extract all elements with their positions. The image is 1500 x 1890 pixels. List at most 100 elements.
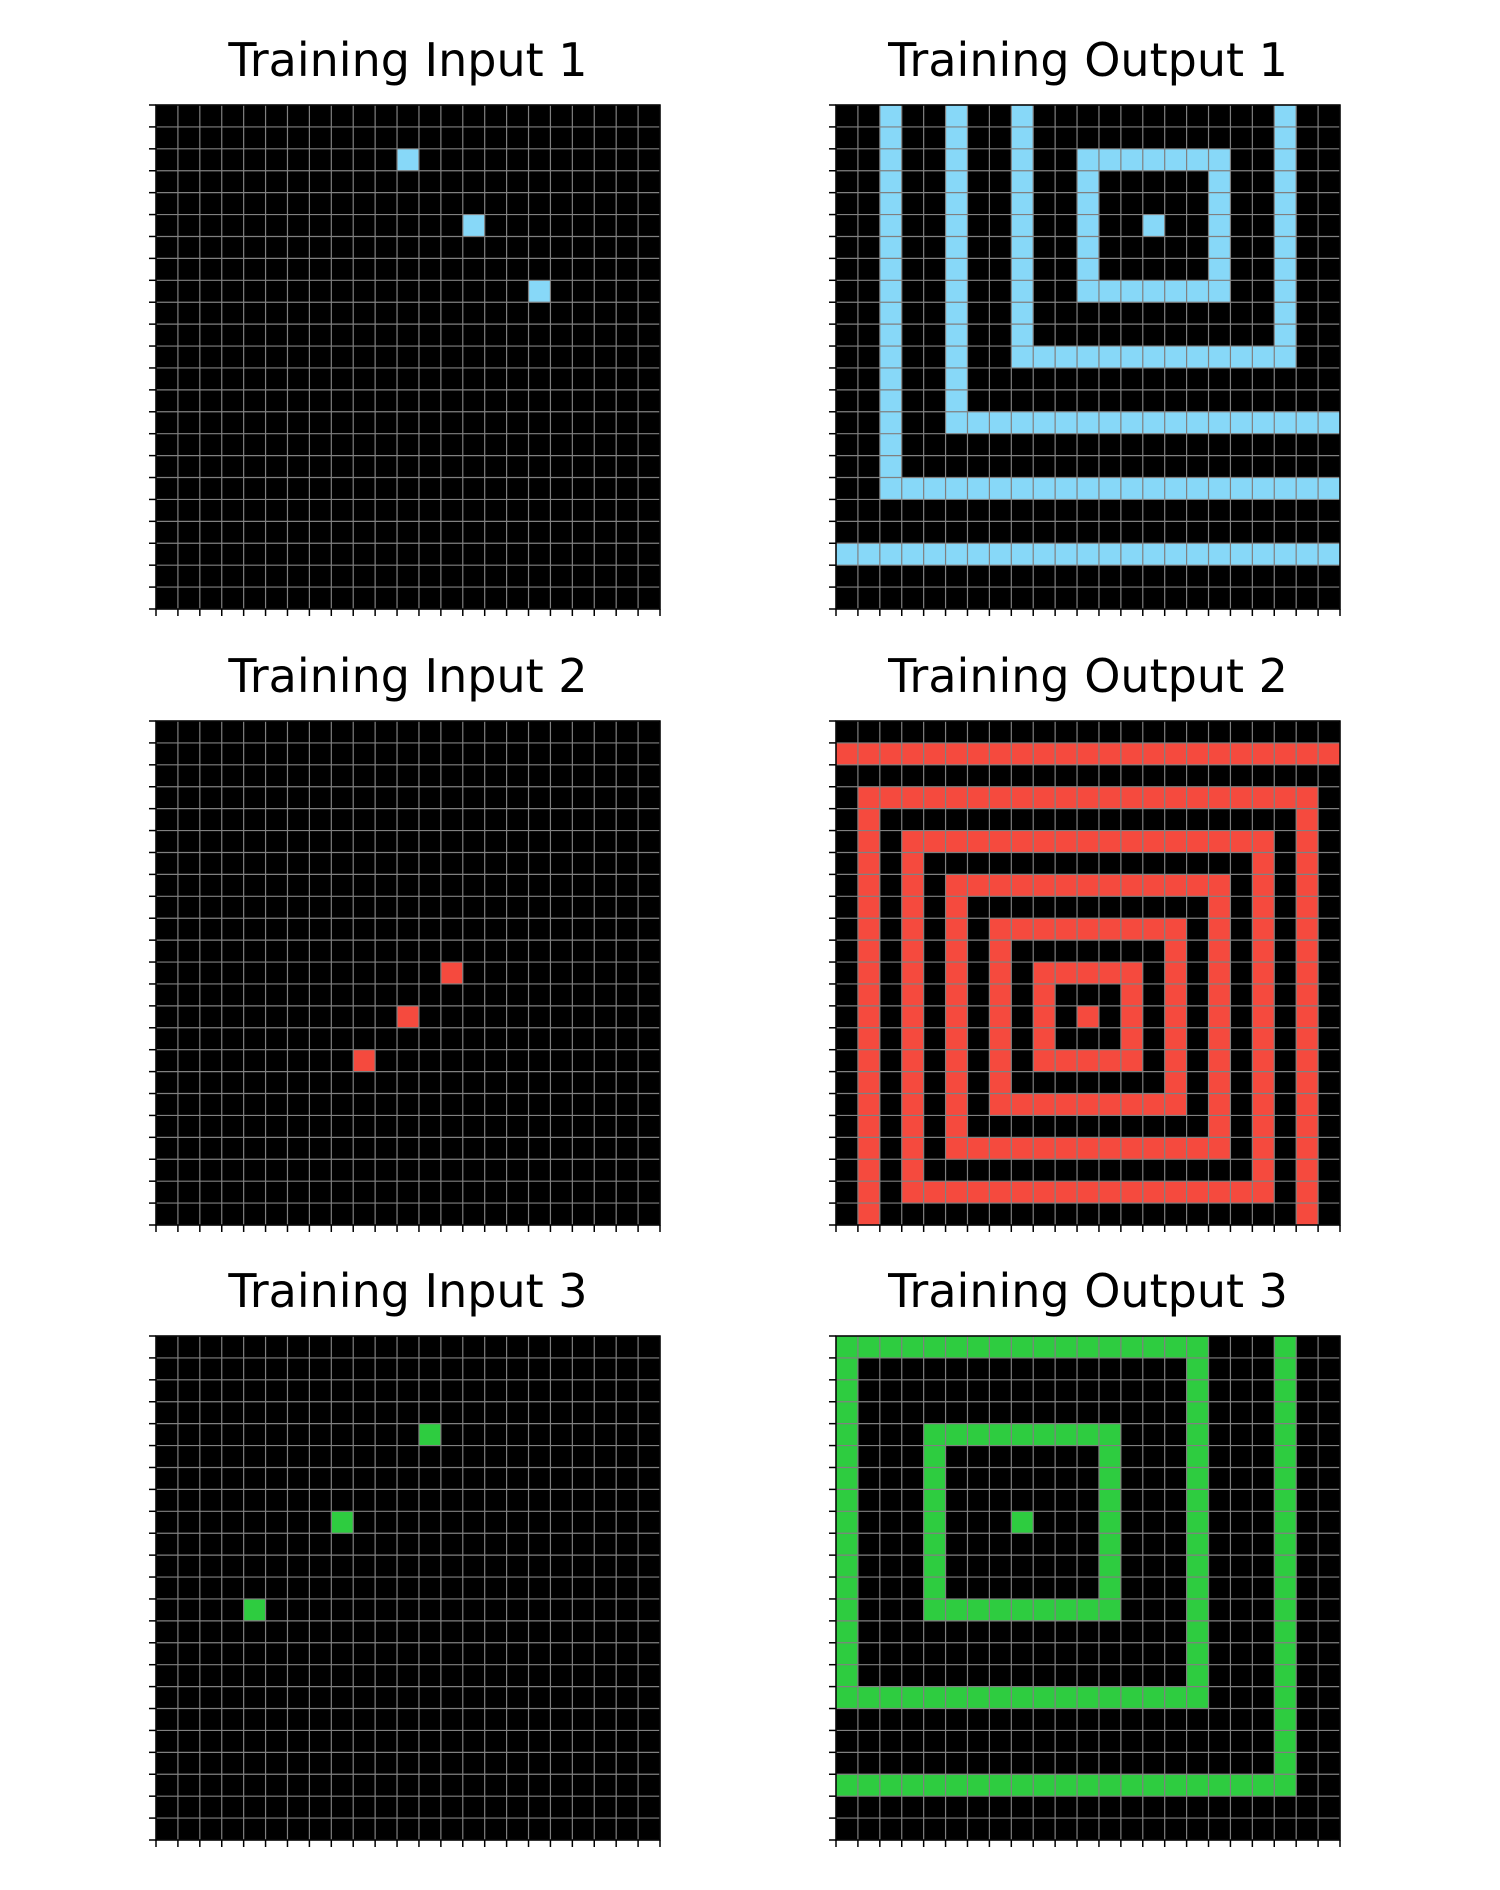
grid-cell	[397, 148, 419, 171]
grid-cell	[879, 389, 902, 412]
grid-cell	[1208, 543, 1231, 566]
grid-cell	[967, 1598, 990, 1621]
grid-cell	[1296, 1005, 1319, 1028]
grid-cell	[1186, 1423, 1209, 1446]
grid-cell	[1230, 1774, 1253, 1797]
grid-cell	[1296, 852, 1319, 875]
grid-cell	[1274, 477, 1297, 500]
grid-cell	[1296, 1093, 1319, 1116]
grid-cell	[1077, 962, 1099, 984]
grid-cell	[1186, 1357, 1209, 1380]
grid-cell	[945, 411, 968, 434]
grid-cell	[945, 543, 968, 566]
grid-cell	[901, 1336, 924, 1358]
grid-cell	[1208, 1115, 1231, 1138]
grid-cell	[1098, 1137, 1121, 1160]
grid-cell	[857, 1137, 880, 1160]
grid-training-input-3	[149, 1335, 661, 1847]
grid-cell	[1252, 1181, 1275, 1204]
grid-cell	[1274, 1598, 1297, 1621]
grid-border	[835, 104, 1341, 610]
grid-cell	[1033, 1686, 1056, 1709]
grid-cell	[1186, 1181, 1209, 1204]
grid-cell	[836, 1423, 858, 1446]
grid-cell	[989, 962, 1012, 984]
grid-cell	[836, 1379, 858, 1402]
grid-cell	[1055, 1774, 1078, 1797]
grid-cell	[1186, 1533, 1209, 1556]
grid-cell	[989, 1071, 1012, 1094]
grid-cell	[1164, 786, 1187, 809]
grid-cell	[967, 1336, 990, 1358]
grid-cell	[1055, 786, 1078, 809]
grid-cell	[879, 280, 902, 303]
grid-cell	[1274, 742, 1297, 765]
grid-cell	[923, 1445, 946, 1468]
grid-cell	[1274, 280, 1297, 303]
grid-cell	[945, 126, 968, 149]
grid-cell	[1120, 411, 1143, 434]
grid-cell	[989, 411, 1012, 434]
panel-title: Training Input 3	[228, 1264, 588, 1318]
grid-cell	[1296, 940, 1319, 963]
grid-cell	[989, 1137, 1012, 1160]
grid-cell	[1033, 1049, 1056, 1072]
grid-cell	[1098, 280, 1121, 303]
grid-cell	[1033, 1181, 1056, 1204]
grid-cell	[879, 543, 902, 566]
grid-cell	[923, 1423, 946, 1446]
grid-cell	[418, 1423, 441, 1446]
grid-border	[835, 1335, 1341, 1841]
grid-cell	[1120, 280, 1143, 303]
grid-cell	[836, 1401, 858, 1424]
grid-cell	[1164, 1336, 1187, 1358]
grid-cell	[1011, 170, 1034, 193]
grid-cell	[1077, 1774, 1099, 1797]
grid-cell	[1120, 1686, 1143, 1709]
grid-cell	[1208, 896, 1231, 919]
grid-cell	[1033, 874, 1056, 897]
grid-cell	[857, 1159, 880, 1182]
grid-cell	[1318, 742, 1340, 765]
grid-cell	[1077, 346, 1099, 368]
grid-cell	[879, 148, 902, 171]
grid-cell	[857, 1005, 880, 1028]
grid-cell	[1186, 1336, 1209, 1358]
grid-cell	[923, 1489, 946, 1512]
grid-cell	[945, 477, 968, 500]
grid-cell	[1164, 1005, 1187, 1028]
grid-cell	[1296, 1137, 1319, 1160]
grid-cell	[901, 896, 924, 919]
grid-cell	[857, 1027, 880, 1050]
grid-cell	[1208, 170, 1231, 193]
grid-cell	[1208, 192, 1231, 215]
grid-cell	[1164, 543, 1187, 566]
grid-cell	[923, 1533, 946, 1556]
grid-cell	[1055, 411, 1078, 434]
grid-cell	[945, 983, 968, 1006]
grid-border	[155, 104, 661, 610]
grid-cell	[1011, 1511, 1034, 1534]
grid-cell	[1208, 1005, 1231, 1028]
grid-cell	[857, 742, 880, 765]
grid-cell	[945, 1071, 968, 1094]
grid-training-output-2	[829, 720, 1341, 1232]
grid-cell	[967, 1423, 990, 1446]
grid-cell	[836, 1336, 858, 1358]
grid-cell	[1252, 830, 1275, 853]
grid-cell	[1098, 962, 1121, 984]
grid-cell	[857, 852, 880, 875]
grid-cell	[331, 1511, 354, 1534]
grid-cell	[1055, 830, 1078, 853]
grid-cell	[879, 192, 902, 215]
panel-title: Training Output 3	[888, 1264, 1288, 1318]
grid-cell	[1208, 1137, 1231, 1160]
grid-cell	[1011, 280, 1034, 303]
grid-cell	[1011, 1774, 1034, 1797]
grid-background	[156, 1336, 660, 1840]
grid-cell	[1186, 1620, 1209, 1643]
grid-cell	[1186, 1577, 1209, 1599]
grid-cell	[1296, 830, 1319, 853]
grid-cell	[945, 105, 968, 127]
grid-cell	[1296, 918, 1319, 941]
